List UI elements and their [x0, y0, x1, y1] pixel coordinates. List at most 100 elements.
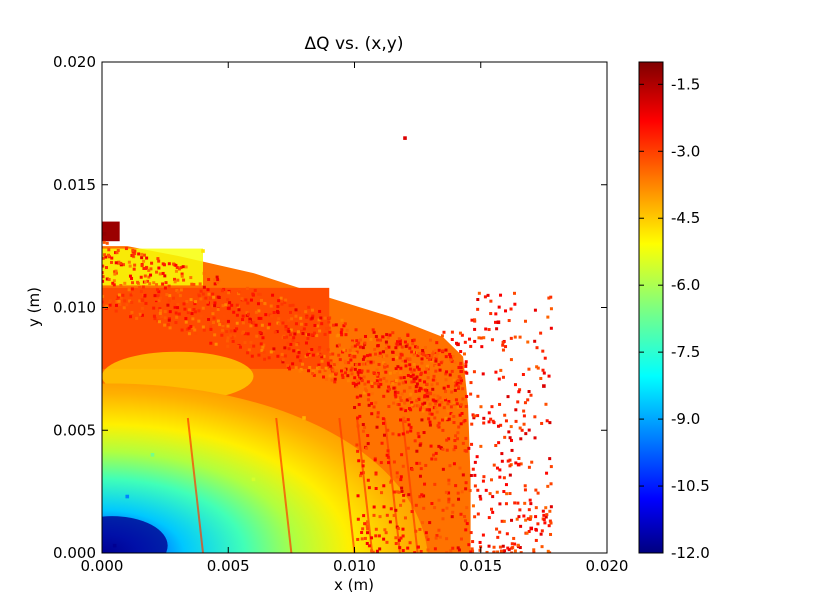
speckle [226, 319, 230, 323]
tail-point [508, 436, 512, 440]
speckle [202, 328, 206, 332]
speckle [379, 378, 383, 382]
speckle [312, 331, 316, 335]
speckle [299, 350, 303, 354]
speckle [246, 301, 250, 305]
speckle [348, 353, 352, 357]
speckle [263, 357, 267, 361]
tail-point [496, 535, 500, 539]
speckle [228, 301, 232, 305]
speckle [448, 355, 452, 359]
speckle [230, 303, 234, 307]
tail-point [523, 501, 527, 505]
speckle [132, 267, 136, 271]
colorbar-tick-label: -7.5 [671, 343, 700, 361]
tail-point [482, 336, 486, 340]
speckle [304, 322, 308, 326]
speckle [420, 357, 424, 361]
speckle [340, 373, 344, 377]
speckle [391, 350, 395, 354]
speckle [370, 549, 374, 553]
speckle [402, 416, 406, 420]
speckle [412, 380, 416, 384]
speckle [269, 350, 273, 354]
speckle [442, 406, 446, 410]
speckle [346, 379, 350, 383]
speckle [409, 425, 413, 429]
speckle [449, 412, 453, 416]
y-tick-label: 0.005 [53, 421, 96, 439]
speckle [344, 367, 348, 371]
data-point-1 [102, 232, 107, 236]
tail-point [479, 405, 483, 409]
colorbar-tick-label: -10.5 [671, 477, 710, 495]
colorbar-tick-label: -1.5 [671, 75, 700, 93]
speckle [374, 486, 378, 490]
speckle [172, 262, 176, 266]
tail-point [522, 514, 526, 518]
tail-point [482, 416, 486, 420]
tail-point [541, 368, 545, 372]
speckle [189, 298, 193, 302]
speckle [257, 309, 261, 313]
speckle [163, 323, 167, 327]
speckle [416, 354, 420, 358]
speckle [406, 398, 410, 402]
speckle [453, 384, 457, 388]
speckle [192, 307, 196, 311]
speckle [342, 368, 346, 372]
speckle [361, 362, 365, 366]
speckle [461, 397, 465, 401]
speckle [375, 549, 379, 553]
tail-point [488, 492, 492, 496]
tail-point [547, 296, 551, 300]
speckle [342, 324, 346, 328]
speckle [181, 265, 185, 269]
speckle [155, 270, 159, 274]
speckle [285, 335, 289, 339]
speckle [366, 434, 370, 438]
speckle [361, 471, 365, 475]
speckle [199, 314, 203, 318]
speckle [286, 363, 290, 367]
speckle [140, 306, 144, 310]
tail-point [513, 501, 517, 505]
speckle [366, 442, 370, 446]
tail-point [492, 545, 496, 549]
speckle [361, 423, 365, 427]
tail-point [527, 508, 531, 512]
tail-point [528, 498, 532, 502]
speckle [446, 384, 450, 388]
speckle [114, 269, 118, 273]
speckle [445, 537, 449, 541]
speckle [280, 352, 284, 356]
speckle [452, 401, 456, 405]
speckle [240, 297, 244, 301]
speckle [467, 337, 471, 341]
speckle [363, 382, 367, 386]
tail-point [476, 512, 480, 516]
speckle [167, 284, 171, 288]
speckle [299, 316, 303, 320]
speckle [448, 464, 452, 468]
speckle [451, 503, 455, 507]
speckle [396, 397, 400, 401]
speckle [310, 348, 314, 352]
speckle [424, 354, 428, 358]
speckle [378, 547, 382, 551]
tail-point [513, 302, 517, 306]
speckle [209, 296, 213, 300]
speckle [310, 308, 314, 312]
speckle [445, 506, 449, 510]
speckle [426, 548, 430, 552]
tail-point [496, 550, 500, 553]
tail-point [539, 532, 543, 536]
speckle [247, 312, 251, 316]
tail-point [523, 484, 527, 488]
speckle [433, 482, 437, 486]
speckle [415, 365, 419, 369]
tail-point [476, 307, 480, 311]
speckle [356, 424, 360, 428]
speckle [325, 377, 329, 381]
speckle [464, 360, 468, 364]
